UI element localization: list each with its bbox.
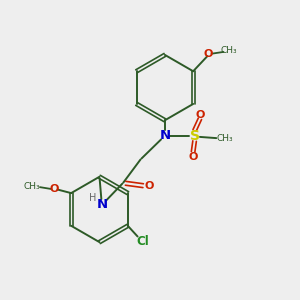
Text: CH₃: CH₃ — [24, 182, 40, 191]
Text: CH₃: CH₃ — [217, 134, 233, 143]
Text: CH₃: CH₃ — [220, 46, 237, 55]
Text: Cl: Cl — [136, 235, 149, 248]
Text: O: O — [188, 152, 198, 161]
Text: N: N — [159, 129, 170, 142]
Text: H: H — [89, 194, 96, 203]
Text: O: O — [204, 49, 213, 59]
Text: N: N — [96, 199, 107, 212]
Text: O: O — [49, 184, 58, 194]
Text: S: S — [190, 129, 200, 143]
Text: O: O — [196, 110, 205, 120]
Text: O: O — [144, 181, 154, 191]
